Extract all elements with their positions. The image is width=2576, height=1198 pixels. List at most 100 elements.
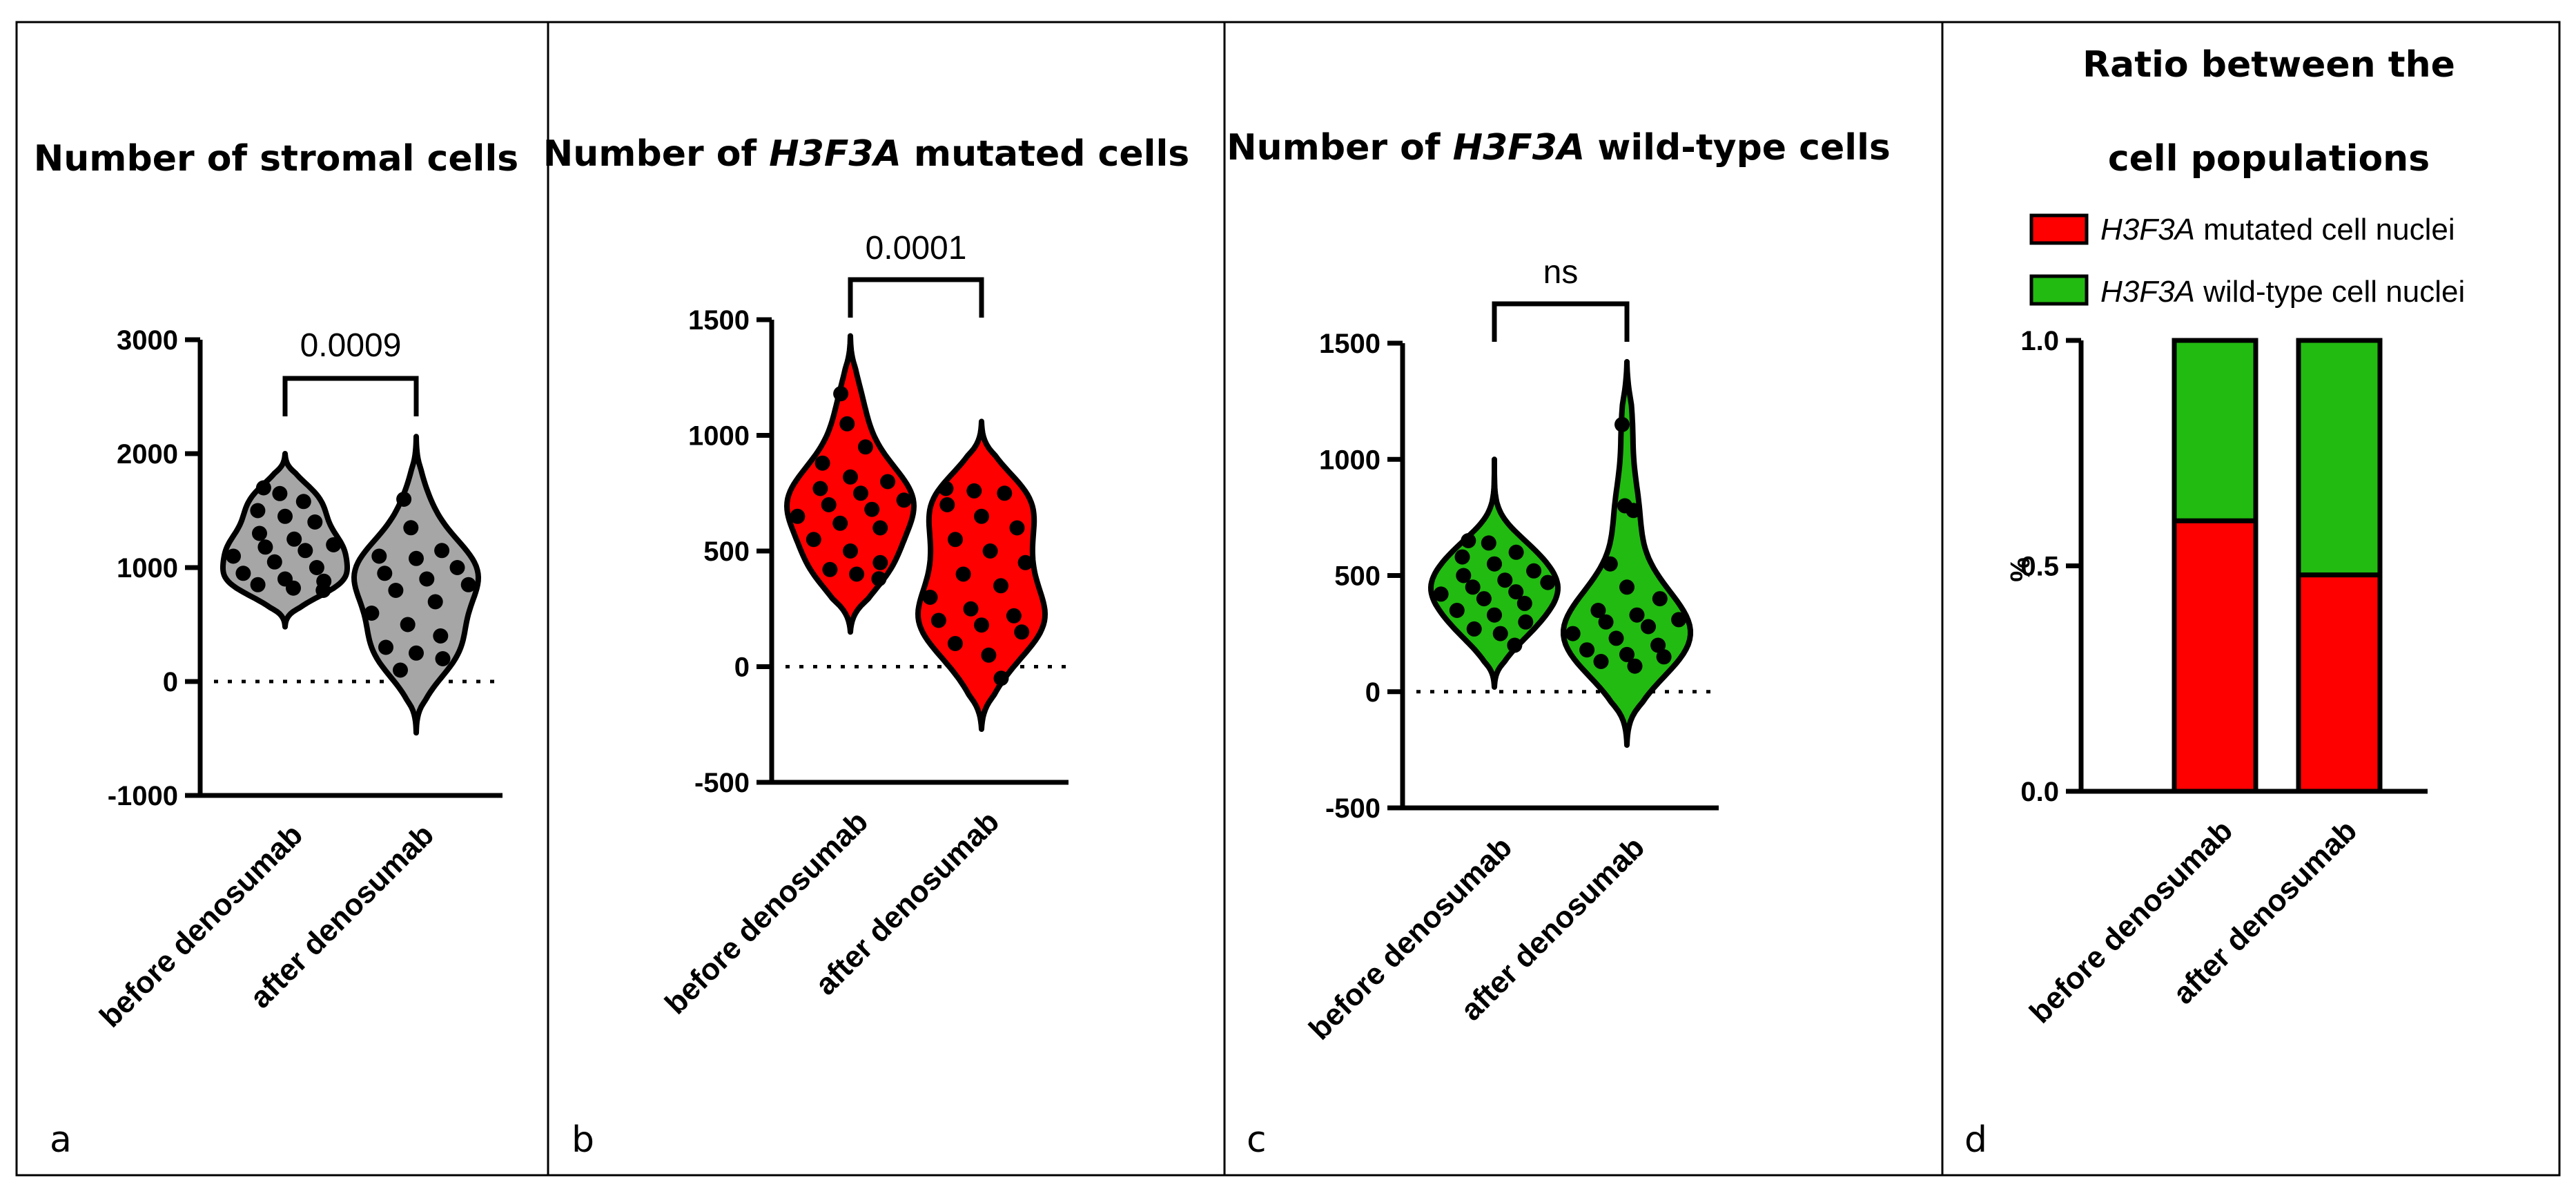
data-point (449, 560, 465, 575)
data-point (1433, 586, 1449, 602)
violin-after (351, 434, 481, 736)
data-point (814, 455, 830, 471)
panel-letter-c: c (1247, 1119, 1267, 1161)
data-point (1629, 607, 1645, 623)
data-point (1652, 591, 1668, 607)
data-point (880, 474, 896, 490)
data-point (872, 520, 888, 536)
y-tick-label: 500 (1334, 561, 1380, 592)
data-point (853, 485, 868, 501)
data-point (1017, 554, 1033, 570)
data-point (272, 485, 288, 501)
data-point (993, 578, 1008, 594)
data-point (1481, 535, 1496, 551)
bar-segment-wildtype (2172, 338, 2258, 523)
data-point (843, 469, 858, 485)
y-axis-label: % (2005, 557, 2036, 582)
data-point (1619, 646, 1635, 662)
data-point (974, 508, 989, 524)
panel-d-title-line-2: cell populations (2108, 138, 2430, 180)
data-point (948, 532, 963, 548)
data-point (1507, 637, 1523, 653)
y-tick-label: 1000 (117, 553, 178, 583)
panel-d-title-line-1: Ratio between the (2082, 44, 2455, 86)
data-point (1466, 621, 1482, 637)
data-point (388, 583, 404, 598)
data-point (938, 481, 954, 496)
y-tick-label: 2000 (117, 439, 178, 470)
data-point (255, 480, 271, 496)
y-tick-label: 0 (163, 667, 178, 697)
data-point (295, 494, 311, 510)
data-point (939, 497, 955, 512)
data-point (955, 566, 971, 582)
data-point (396, 492, 412, 507)
data-point (409, 645, 424, 661)
data-point (1006, 608, 1022, 624)
data-point (966, 483, 982, 499)
y-tick-label: 3000 (117, 325, 178, 356)
significance-label: 0.0001 (866, 230, 967, 267)
legend-swatch-mutated (2029, 213, 2089, 245)
data-point (864, 501, 880, 517)
x-category-label: before denosumab (2023, 813, 2239, 1030)
data-point (1540, 574, 1556, 590)
data-point (1565, 626, 1581, 641)
y-tick-label: 1500 (688, 305, 750, 336)
data-point (235, 566, 251, 581)
data-point (1641, 619, 1656, 635)
panel-letter-a: a (50, 1119, 72, 1161)
data-point (403, 520, 419, 536)
data-point (922, 590, 938, 605)
bar-segment-mutated (2172, 518, 2258, 794)
y-tick-label: 0 (1365, 677, 1380, 708)
data-point (1593, 654, 1609, 669)
data-point (1487, 556, 1502, 572)
data-point (1487, 607, 1502, 623)
data-point (286, 580, 301, 596)
legend-swatch-wildtype (2029, 274, 2089, 306)
data-point (307, 514, 323, 530)
data-point (1518, 614, 1534, 630)
y-tick-label: 0.5 (2020, 552, 2059, 582)
y-tick-label: 1000 (1319, 445, 1380, 475)
significance-bracket (1492, 301, 1630, 342)
data-point (1579, 642, 1595, 658)
data-point (1461, 533, 1476, 548)
data-point (419, 571, 435, 587)
data-point (1650, 637, 1666, 653)
data-point (400, 617, 416, 632)
data-point (947, 636, 963, 651)
data-point (822, 561, 838, 577)
data-point (1508, 584, 1524, 600)
data-point (849, 566, 865, 582)
figure-frame (15, 21, 2561, 1177)
legend-label-wildtype: H3F3A wild-type cell nuclei (2100, 275, 2465, 309)
data-point (250, 503, 266, 519)
data-point (832, 515, 848, 531)
data-point (286, 531, 302, 547)
y-tick-label: 1500 (1319, 329, 1380, 359)
data-point (427, 594, 443, 610)
data-point (1626, 503, 1641, 519)
legend-label-mutated: H3F3A mutated cell nuclei (2100, 213, 2455, 247)
y-tick-label: 500 (703, 537, 750, 567)
data-point (250, 577, 266, 592)
data-point (981, 647, 997, 663)
data-point (226, 548, 241, 564)
data-point (364, 606, 380, 621)
data-point (871, 571, 887, 587)
significance-bracket (282, 376, 419, 416)
data-point (812, 481, 828, 496)
data-point (896, 492, 912, 508)
panel-c-title: Number of H3F3A wild-type cells (1227, 127, 1891, 168)
data-point (378, 639, 393, 655)
data-point (1456, 568, 1472, 583)
bar-segment-mutated (2296, 572, 2383, 794)
data-point (433, 628, 449, 644)
data-point (1598, 614, 1614, 630)
data-point (993, 670, 1009, 686)
data-point (1476, 591, 1492, 607)
panel-b-title: Number of H3F3A mutated cells (543, 133, 1189, 175)
y-tick-label: 0 (734, 653, 750, 683)
